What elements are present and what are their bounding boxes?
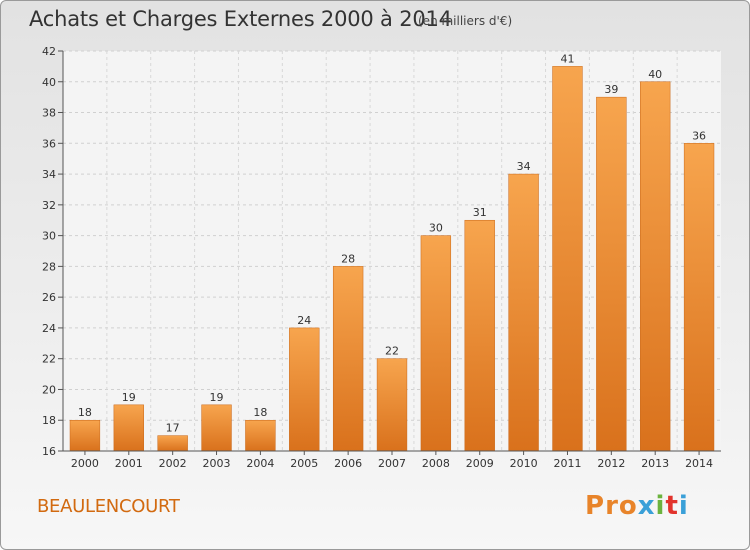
data-label-2004: 18 [253,406,267,419]
proxiti-logo: Proxiti [585,491,689,521]
x-tick-label-2008: 2008 [422,457,450,470]
data-label-2011: 41 [560,52,574,65]
commune-name: BEAULENCOURT [37,496,180,517]
y-tick-label: 22 [42,353,56,366]
data-label-2000: 18 [78,406,92,419]
bar-2001 [113,404,144,452]
bar-2010 [508,173,539,452]
x-tick-label-2003: 2003 [203,457,231,470]
x-tick-label-2012: 2012 [597,457,625,470]
logo-letter: P [585,491,606,521]
y-tick-label: 32 [42,199,56,212]
bar-2008 [420,235,452,452]
bar-2007 [376,358,408,452]
data-label-2002: 17 [166,422,180,435]
chart-subtitle: (en milliers d'€) [418,14,513,28]
data-label-2001: 19 [122,391,136,404]
y-tick-label: 18 [42,414,56,427]
data-label-2006: 28 [341,252,355,265]
data-label-2012: 39 [604,83,618,96]
x-tick-label-2007: 2007 [378,457,406,470]
x-tick-label-2009: 2009 [466,457,494,470]
y-tick-label: 16 [42,445,56,458]
data-label-2007: 22 [385,345,399,358]
bar-2003 [201,404,232,452]
chart-title: Achats et Charges Externes 2000 à 2014 [29,7,452,31]
x-tick-label-2010: 2010 [510,457,538,470]
y-tick-label: 36 [42,137,56,150]
data-label-2013: 40 [648,68,662,81]
logo-letter: x [637,491,656,521]
y-tick-label: 20 [42,383,56,396]
logo-letter: o [618,491,638,521]
logo-letter: i [655,491,666,521]
y-tick-label: 40 [42,76,56,89]
data-label-2010: 34 [517,160,531,173]
y-tick-label: 38 [42,107,56,120]
logo-letter: t [665,491,679,521]
y-tick-label: 30 [42,230,56,243]
x-tick-label-2006: 2006 [334,457,362,470]
bar-2005 [289,327,320,452]
bar-2014 [683,143,715,452]
bar-2002 [157,435,188,452]
x-tick-label-2001: 2001 [115,457,143,470]
data-label-2003: 19 [210,391,224,404]
bar-2011 [552,66,583,452]
logo-letter: i [678,491,689,521]
data-label-2008: 30 [429,222,443,235]
x-tick-label-2013: 2013 [641,457,669,470]
bar-2004 [245,419,276,452]
bar-2013 [640,81,671,452]
y-tick-label: 42 [42,45,56,58]
data-label-2009: 31 [473,206,487,219]
data-label-2005: 24 [297,314,311,327]
bar-2012 [596,96,627,452]
logo-letter: r [605,491,619,521]
x-tick-label-2005: 2005 [290,457,318,470]
bar-2009 [464,219,495,452]
bar-2006 [332,266,364,452]
y-tick-label: 34 [42,168,56,181]
x-tick-label-2011: 2011 [553,457,581,470]
y-tick-label: 24 [42,322,56,335]
x-tick-label-2002: 2002 [159,457,187,470]
x-tick-label-2000: 2000 [71,457,99,470]
x-tick-label-2004: 2004 [246,457,274,470]
y-tick-label: 28 [42,260,56,273]
bar-2000 [69,419,101,452]
data-label-2014: 36 [692,129,706,142]
y-tick-label: 26 [42,291,56,304]
x-tick-label-2014: 2014 [685,457,713,470]
